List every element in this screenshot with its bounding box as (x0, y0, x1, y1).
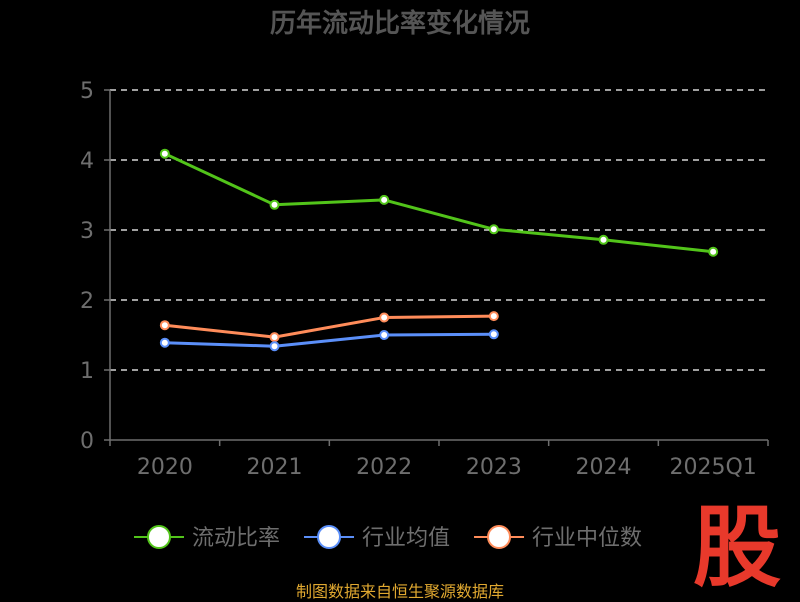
chart-title: 历年流动比率变化情况 (270, 8, 530, 39)
x-tick-label: 2020 (137, 455, 193, 480)
data-point (379, 330, 390, 340)
axes: 0 1 2 3 4 5 2020 2021 2022 2023 2024 2025Q1 (80, 79, 769, 480)
series-group (159, 329, 499, 352)
source-note: 制图数据来自恒生聚源数据库 (295, 582, 504, 601)
data-point (488, 311, 499, 322)
data-point (159, 320, 170, 331)
y-tick-label: 1 (80, 359, 94, 384)
x-tick-label: 2021 (247, 455, 303, 480)
data-point (159, 148, 170, 159)
legend-item[interactable]: 行业中位数 (474, 525, 642, 551)
watermark-logo: 股 (693, 496, 781, 599)
y-tick-label: 3 (80, 219, 94, 244)
legend-label: 行业中位数 (532, 526, 642, 551)
legend-marker (487, 525, 512, 549)
legend-item[interactable]: 流动比率 (134, 525, 280, 551)
y-tick-label: 4 (80, 149, 94, 174)
legend-item[interactable]: 行业均值 (304, 525, 450, 551)
data-point (269, 341, 280, 352)
series-lines (159, 148, 719, 352)
data-point (379, 312, 390, 323)
series-line (164, 314, 494, 339)
data-point (379, 194, 390, 205)
series-line (164, 152, 714, 254)
x-tick-label: 2022 (356, 455, 412, 480)
series-group (159, 311, 499, 343)
data-point (708, 246, 719, 257)
x-tick-label: 2023 (466, 455, 522, 480)
data-point (488, 224, 499, 235)
legend-label: 流动比率 (192, 526, 280, 551)
legend: 流动比率 行业均值 行业中位数 (134, 525, 642, 551)
data-point (159, 337, 170, 348)
series-group (159, 148, 719, 257)
data-point (598, 234, 609, 245)
grid-lines (110, 89, 768, 371)
series-line (164, 332, 494, 348)
x-tick-label: 2024 (576, 455, 632, 480)
data-point (488, 329, 499, 340)
legend-label: 行业均值 (362, 526, 450, 551)
legend-marker (147, 525, 171, 549)
data-point (269, 199, 280, 210)
data-point (269, 332, 280, 343)
y-tick-label: 0 (80, 429, 94, 454)
y-tick-label: 2 (80, 289, 94, 314)
x-tick-label: 2025Q1 (670, 455, 757, 480)
legend-marker (317, 525, 342, 549)
y-tick-label: 5 (80, 79, 94, 104)
